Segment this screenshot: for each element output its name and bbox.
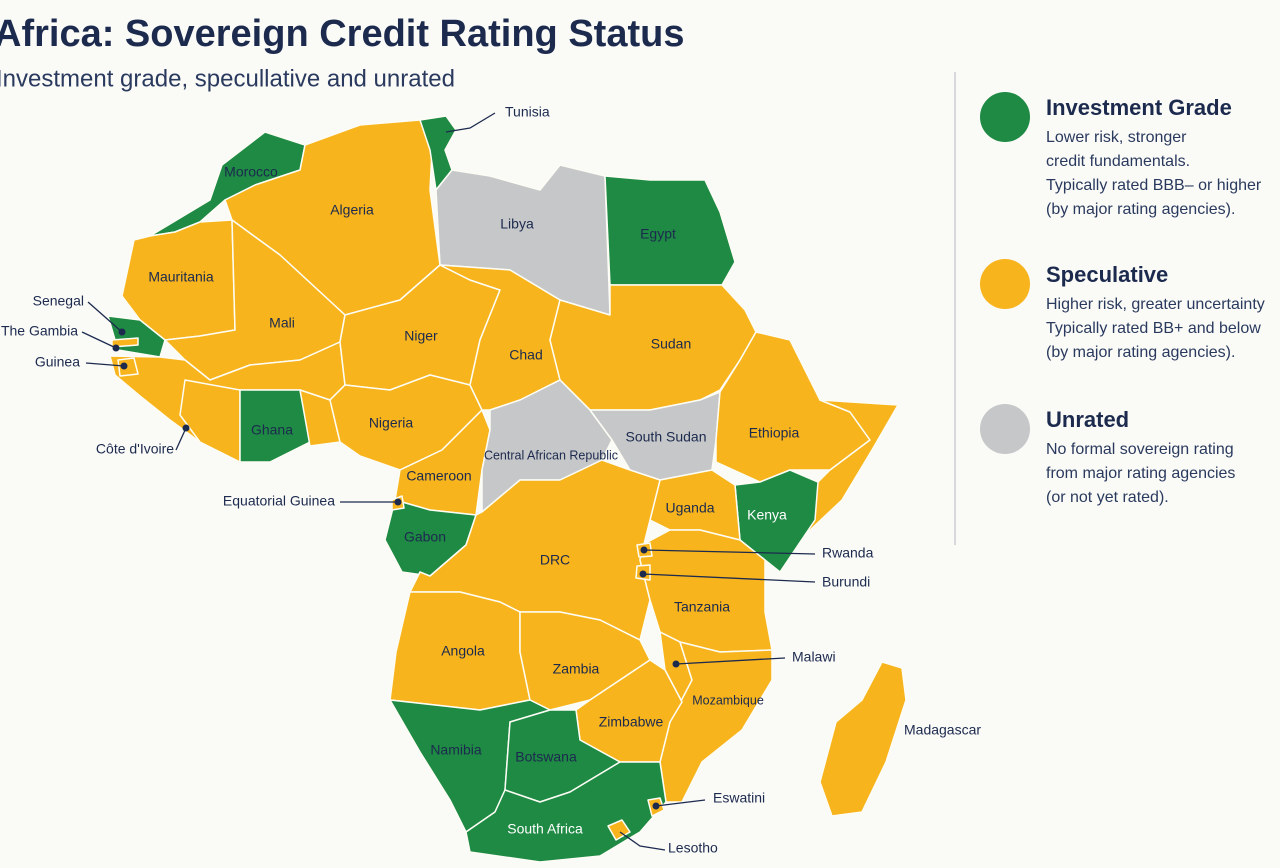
callout-line (85, 362, 125, 367)
legend-title: Investment Grade (1046, 95, 1232, 120)
country-label: Kenya (747, 507, 787, 523)
country-label: South Sudan (626, 429, 707, 445)
country-label: DRC (540, 552, 570, 568)
callout-line (619, 831, 666, 851)
country-label: Tanzania (674, 599, 730, 615)
legend-description: (or not yet rated). (1046, 489, 1169, 506)
country-label: Zambia (553, 661, 600, 677)
country-label: Cameroon (406, 468, 471, 484)
legend-title: Unrated (1046, 407, 1129, 432)
legend-description: credit fundamentals. (1046, 153, 1190, 170)
country-label: Namibia (430, 742, 482, 758)
legend-description: No formal sovereign rating (1046, 441, 1234, 458)
countries (107, 115, 907, 863)
legend-swatch (980, 404, 1030, 454)
country-label: Nigeria (369, 415, 414, 431)
legend-description: (by major rating agencies). (1046, 201, 1235, 218)
country-shape (239, 389, 311, 463)
callout-dot (118, 328, 126, 336)
callout-dot (640, 546, 648, 554)
country-label: Mali (269, 315, 295, 331)
country-label: Chad (509, 347, 542, 363)
country-label: Mauritania (148, 269, 214, 285)
legend-description: Lower risk, stronger (1046, 129, 1187, 146)
country-label: Côte d'Ivoire (96, 441, 174, 457)
country-label: Burundi (822, 574, 870, 590)
callout-line (642, 573, 816, 583)
country-labels: Tunisia Morocco Algeria Libya Egypt Maur… (1, 104, 981, 856)
callout-line (175, 427, 187, 451)
country-label: Gabon (404, 529, 446, 545)
callout-line (643, 549, 816, 555)
legend-description: Typically rated BB+ and below (1046, 320, 1261, 337)
country-label: The Gambia (1, 323, 78, 339)
country-label: Botswana (515, 749, 577, 765)
callout-dot (639, 570, 647, 578)
callout-dot (394, 498, 402, 506)
subtitle: Investment grade, specullative and unrat… (0, 65, 455, 92)
country-shape (481, 379, 613, 513)
legend-swatch (980, 92, 1030, 142)
country-label: Malawi (792, 649, 836, 665)
callouts (81, 112, 816, 851)
legend-swatch (980, 259, 1030, 309)
country-shape (819, 661, 907, 817)
country-shape (179, 379, 241, 463)
country-label: Rwanda (822, 545, 874, 561)
country-label: Zimbabwe (599, 714, 664, 730)
country-label: Angola (441, 643, 485, 659)
callout-line (81, 331, 117, 349)
country-label: Morocco (224, 164, 278, 180)
callout-line (87, 301, 123, 333)
legend-description: Higher risk, greater uncertainty (1046, 296, 1265, 313)
legend: Investment Grade Lower risk, stronger cred… (980, 92, 1265, 506)
country-label: South Africa (507, 821, 583, 837)
country-shape (117, 357, 139, 377)
legend-description: from major rating agencies (1046, 465, 1235, 482)
country-label: Eswatini (713, 790, 765, 806)
country-label: Algeria (330, 202, 374, 218)
country-label: Senegal (33, 293, 84, 309)
country-label: Central African Republic (484, 448, 618, 462)
country-label: Equatorial Guinea (223, 493, 335, 509)
callout-line (655, 799, 706, 807)
country-label: Ethiopia (749, 425, 800, 441)
country-shape (589, 391, 721, 481)
country-label: Tunisia (505, 104, 550, 120)
country-label: Sudan (651, 336, 691, 352)
country-label: Lesotho (668, 840, 718, 856)
country-label: Madagascar (904, 722, 981, 738)
legend-title: Speculative (1046, 262, 1168, 287)
country-label: Guinea (35, 354, 80, 370)
callout-dot (120, 362, 128, 370)
callout-dot (112, 344, 120, 352)
callout-line (445, 112, 496, 133)
callout-dot (672, 660, 680, 668)
country-label: Mozambique (692, 693, 764, 707)
country-label: Ghana (251, 422, 293, 438)
callout-line (675, 657, 786, 665)
legend-description: (by major rating agencies). (1046, 344, 1235, 361)
callout-dot (182, 424, 190, 432)
country-label: Niger (404, 328, 438, 344)
country-label: Egypt (640, 226, 676, 242)
country-label: Uganda (665, 500, 714, 516)
title: Africa: Sovereign Credit Rating Status (0, 13, 684, 55)
callout-dot (652, 802, 660, 810)
country-shape (111, 337, 139, 348)
country-shape (419, 115, 457, 191)
country-label: Libya (500, 216, 534, 232)
legend-description: Typically rated BBB– or higher (1046, 177, 1262, 194)
